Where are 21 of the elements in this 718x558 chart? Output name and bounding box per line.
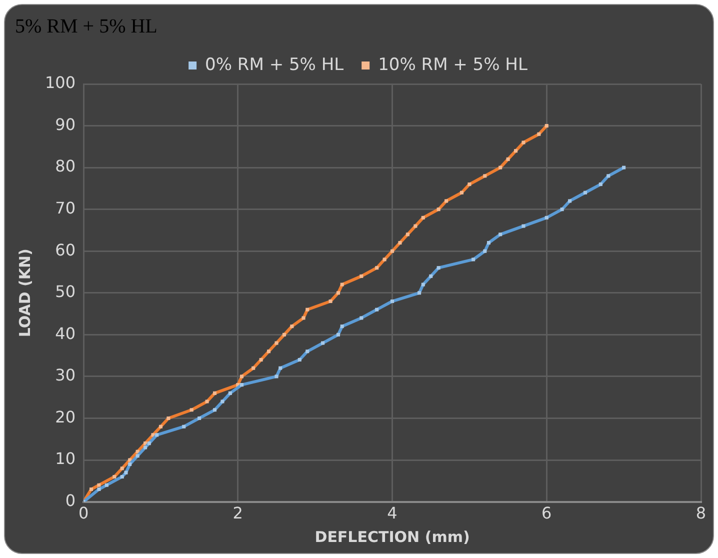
y-tick-label: 0 bbox=[65, 490, 76, 510]
y-tick-label: 100 bbox=[44, 73, 76, 92]
y-tick-label: 50 bbox=[55, 282, 76, 302]
y-tick-label: 10 bbox=[55, 449, 76, 468]
y-tick-label: 90 bbox=[55, 114, 76, 134]
x-tick-label: 2 bbox=[232, 504, 243, 523]
y-axis-title: LOAD (KN) bbox=[16, 248, 34, 338]
y-tick-label: 60 bbox=[55, 240, 76, 260]
y-tick-label: 40 bbox=[55, 324, 76, 343]
y-tick-label: 70 bbox=[55, 198, 76, 218]
y-tick-label: 20 bbox=[55, 407, 76, 426]
x-tick-label: 8 bbox=[696, 504, 706, 523]
chart-title: 5% RM + 5% HL bbox=[15, 15, 158, 38]
legend-label: 10% RM + 5% HL bbox=[378, 54, 528, 75]
y-tick-label: 80 bbox=[55, 156, 76, 176]
legend-label: 0% RM + 5% HL bbox=[205, 54, 344, 75]
x-tick-label: 0 bbox=[78, 504, 89, 523]
x-tick-label: 6 bbox=[542, 504, 552, 523]
x-axis-title: DEFLECTION (mm) bbox=[314, 528, 470, 546]
y-tick-label: 30 bbox=[55, 366, 76, 385]
x-tick-label: 4 bbox=[387, 504, 398, 523]
